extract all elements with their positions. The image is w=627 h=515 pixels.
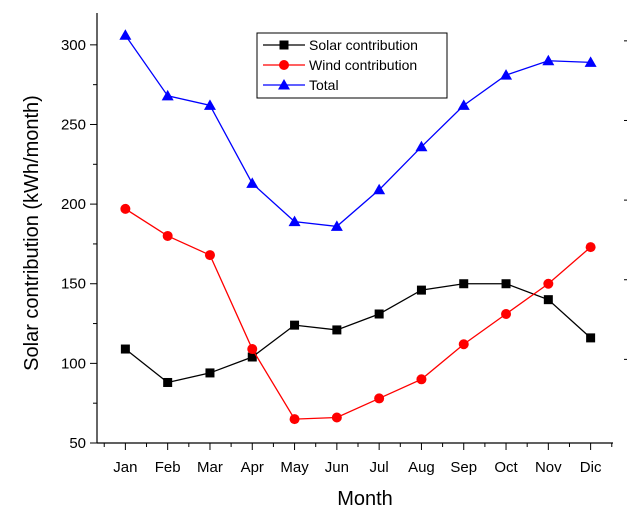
series-solar-contribution: [120, 279, 596, 387]
x-tick-label: Aug: [408, 459, 435, 476]
data-point-circle: [120, 203, 131, 214]
data-point-circle: [204, 250, 215, 261]
y-tick-label: 100: [61, 355, 86, 372]
x-tick-label: Jun: [325, 459, 349, 476]
series-total: [119, 29, 597, 231]
series-layer: [119, 29, 597, 425]
legend-entry: Solar contribution: [263, 37, 418, 53]
legend: Solar contribution Wind contribution Total: [256, 32, 448, 99]
data-point-square: [543, 295, 553, 305]
axes: 50 100 150 200 250 300 Jan Feb Mar Apr May Jun Jul Au…: [61, 13, 627, 476]
data-point-square: [290, 320, 300, 330]
data-point-triangle: [415, 140, 428, 152]
data-point-square: [332, 325, 342, 335]
data-point-square: [374, 309, 384, 319]
x-tick-label: Mar: [197, 459, 223, 476]
data-point-triangle: [457, 99, 470, 110]
data-point-circle: [374, 393, 385, 404]
data-point-square: [279, 40, 289, 50]
legend-entry: Total: [263, 77, 339, 93]
legend-label: Wind contribution: [309, 57, 417, 73]
data-point-square: [501, 279, 511, 289]
data-point-square: [459, 279, 469, 289]
x-tick-label: Sep: [450, 459, 477, 476]
legend-label: Total: [309, 77, 339, 93]
x-tick-label: May: [280, 459, 309, 476]
data-point-circle: [416, 374, 427, 385]
data-point-square: [120, 344, 130, 354]
x-tick-label: Jul: [370, 459, 389, 476]
data-point-circle: [585, 242, 596, 253]
data-point-circle: [458, 339, 469, 350]
data-point-triangle: [278, 79, 290, 90]
data-point-triangle: [542, 54, 555, 66]
x-tick-label: Dic: [580, 459, 602, 476]
data-point-circle: [501, 309, 512, 319]
x-tick-label: Apr: [241, 459, 264, 476]
data-point-triangle: [161, 89, 174, 101]
data-point-triangle: [373, 183, 386, 195]
y-tick-label: 250: [61, 116, 86, 133]
series-line: [124, 283, 592, 384]
data-point-circle: [543, 278, 554, 289]
series-wind-contribution: [120, 203, 596, 425]
data-point-circle: [247, 344, 258, 355]
y-tick-label: 300: [61, 37, 86, 54]
data-point-triangle: [203, 99, 216, 110]
series-line: [125, 208, 592, 420]
x-axis-title: Month: [337, 488, 393, 510]
data-point-square: [205, 368, 215, 378]
x-tick-label: Jan: [113, 459, 137, 476]
y-axis-title: Solar contribution (kWh/month): [21, 95, 43, 371]
data-point-circle: [289, 414, 300, 425]
data-point-triangle: [584, 56, 597, 67]
series-line: [124, 34, 591, 228]
data-point-square: [416, 285, 426, 295]
x-tick-label: Nov: [535, 459, 562, 476]
legend-entry: Wind contribution: [263, 57, 417, 73]
x-tick-label: Oct: [494, 459, 518, 476]
data-point-triangle: [500, 69, 513, 80]
data-point-triangle: [330, 220, 343, 231]
data-point-circle: [279, 60, 289, 70]
data-point-square: [586, 333, 596, 343]
data-point-triangle: [288, 215, 301, 227]
y-tick-label: 50: [69, 435, 86, 452]
y-tick-label: 150: [61, 276, 86, 293]
y-tick-label: 200: [61, 196, 86, 213]
data-point-circle: [331, 412, 342, 423]
data-point-triangle: [119, 29, 132, 40]
legend-label: Solar contribution: [309, 37, 418, 53]
x-tick-label: Feb: [155, 459, 181, 476]
data-point-square: [247, 352, 257, 362]
data-point-square: [163, 377, 173, 387]
data-point-circle: [162, 230, 173, 241]
data-point-triangle: [246, 177, 259, 188]
